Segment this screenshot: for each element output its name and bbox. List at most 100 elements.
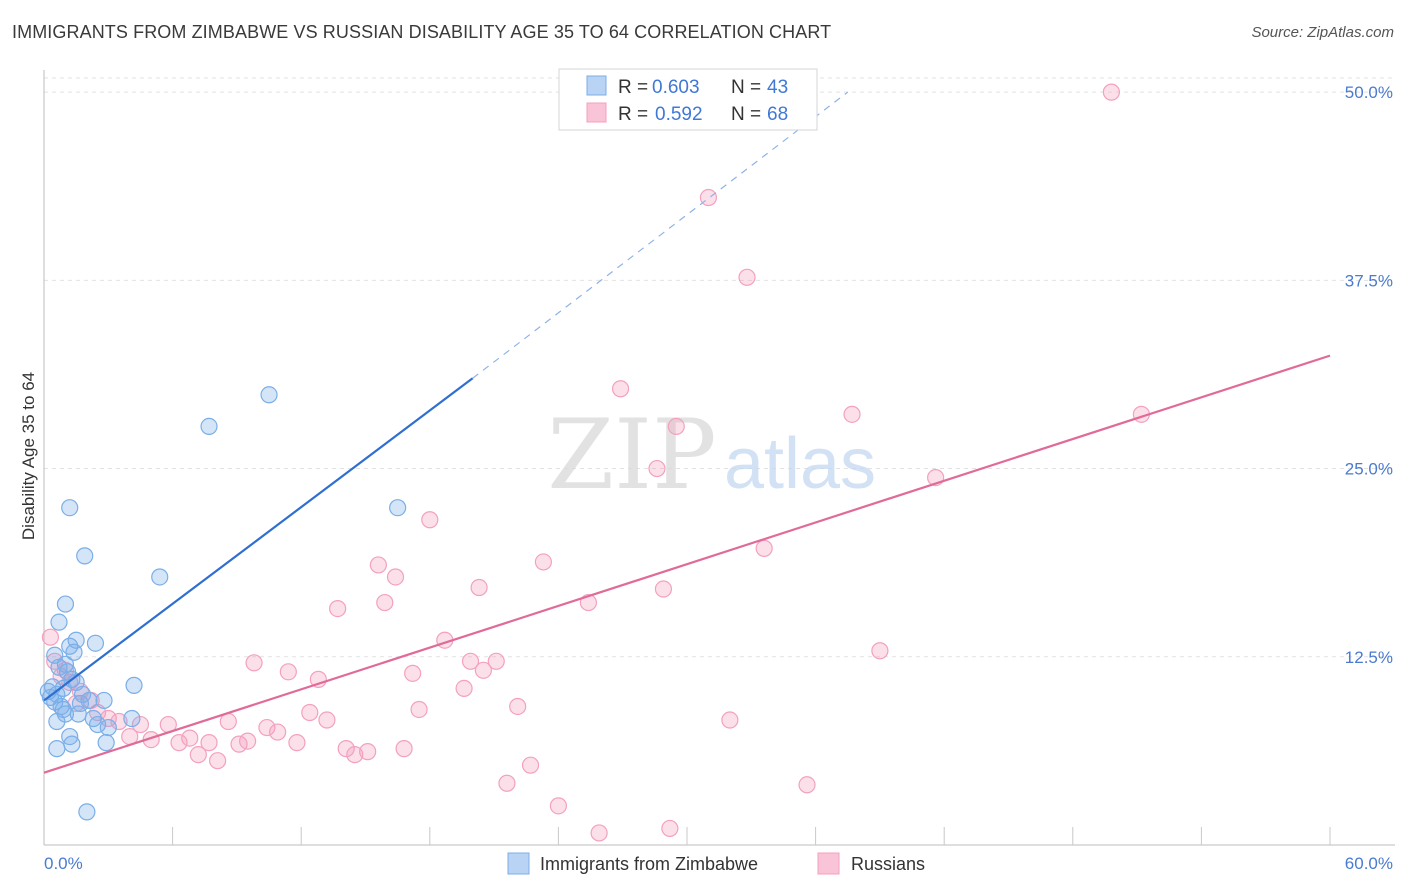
russian-trend-line (43, 354, 1331, 774)
russian-point-39 (404, 664, 422, 682)
russian-point-41 (421, 511, 439, 529)
zimbabwe-point-40 (389, 499, 407, 517)
legend-n-value-russians: 68 (767, 104, 788, 125)
russian-point-34 (359, 743, 377, 761)
legend-top: R = 0.603 N = 43 R = 0.592 N = 68 (558, 68, 818, 131)
russian-point-61 (721, 711, 739, 729)
zimbabwe-point-22 (69, 705, 87, 723)
russian-point-57 (654, 580, 673, 598)
legend-n-label-zimbabwe: N = (731, 77, 761, 98)
zimbabwe-point-28 (95, 691, 113, 710)
zimbabwe-point-36 (125, 676, 143, 694)
russian-point-51 (534, 553, 552, 571)
russian-point-56 (648, 459, 666, 478)
watermark-zip: ZIP (547, 399, 716, 511)
zimbabwe-point-20 (48, 740, 66, 758)
legend-r-label-russians: R = (618, 104, 648, 125)
russian-point-24 (258, 718, 276, 737)
zimbabwe-point-37 (151, 568, 169, 586)
russian-point-59 (667, 417, 685, 435)
zimbabwe-point-38 (200, 417, 218, 435)
russian-point-38 (395, 740, 413, 758)
russian-point-22 (239, 732, 257, 750)
russian-point-23 (245, 654, 263, 672)
grid-lines (44, 77, 1395, 658)
zimbabwe-trend-line (43, 377, 474, 702)
legend-bottom: Immigrants from Zimbabwe Russians (507, 852, 925, 875)
russian-point-30 (318, 711, 336, 729)
russian-point-65 (843, 405, 861, 423)
legend-swatch-russians (586, 102, 607, 123)
russian-point-64 (798, 776, 816, 794)
russian-point-47 (487, 652, 505, 670)
russian-point-28 (301, 703, 319, 722)
zimbabwe-point-14 (46, 646, 64, 664)
zimbabwe-point-42 (123, 709, 141, 728)
bottom-swatch-russians (817, 852, 840, 875)
zimbabwe-point-30 (50, 613, 68, 631)
russian-point-15 (170, 734, 188, 752)
russian-point-40 (410, 700, 428, 719)
zimbabwe-point-39 (260, 386, 278, 404)
russian-point-63 (755, 539, 773, 557)
zimbabwe-point-32 (61, 499, 79, 517)
y-tick-label-1: 25.0% (1345, 460, 1393, 479)
bottom-legend-zimbabwe: Immigrants from Zimbabwe (540, 854, 758, 874)
x-tick-label-max: 60.0% (1345, 854, 1393, 873)
y-tick-label-2: 37.5% (1345, 271, 1393, 290)
russian-point-45 (470, 578, 488, 597)
russian-point-26 (279, 663, 297, 681)
russian-point-18 (200, 734, 218, 752)
russian-point-68 (1102, 83, 1120, 101)
russian-point-27 (288, 734, 306, 752)
zimbabwe-point-34 (67, 631, 85, 649)
russian-point-17 (189, 746, 207, 764)
chart-title: IMMIGRANTS FROM ZIMBABWE VS RUSSIAN DISA… (12, 22, 832, 42)
legend-n-label-russians: N = (731, 104, 761, 125)
russian-point-58 (661, 819, 679, 838)
legend-n-value-zimbabwe: 43 (767, 77, 788, 98)
russian-point-55 (611, 380, 630, 398)
russian-point-19 (209, 752, 227, 770)
zimbabwe-point-26 (88, 715, 107, 734)
watermark-atlas: atlas (724, 424, 876, 504)
russian-point-48 (498, 774, 516, 792)
axes (43, 70, 1395, 846)
russian-point-31 (329, 599, 347, 618)
russian-point-50 (521, 756, 540, 774)
source-credit: Source: ZipAtlas.com (1251, 24, 1394, 41)
russian-point-0 (41, 628, 60, 646)
zimbabwe-point-33 (76, 547, 94, 565)
russian-point-12 (131, 715, 150, 734)
zimbabwe-point-29 (99, 718, 117, 737)
russian-point-36 (376, 593, 394, 612)
zimbabwe-trend-extension (472, 91, 849, 379)
russian-point-37 (386, 568, 405, 586)
russian-point-10 (110, 712, 128, 731)
russian-point-46 (474, 661, 492, 679)
russian-point-62 (738, 268, 756, 286)
watermark: ZIP atlas (547, 399, 876, 511)
legend-r-value-zimbabwe: 0.603 (652, 77, 700, 98)
russian-point-16 (181, 729, 199, 747)
russian-point-25 (269, 723, 287, 741)
y-axis-label: Disability Age 35 to 64 (19, 372, 38, 540)
russian-point-54 (590, 824, 608, 842)
russian-point-35 (369, 556, 387, 574)
zimbabwe-point-27 (97, 734, 115, 752)
zimbabwe-point-23 (73, 685, 92, 704)
tick-labels: 12.5% 25.0% 37.5% 50.0% 0.0% 60.0% (44, 83, 1393, 873)
russian-point-32 (337, 740, 355, 758)
zimbabwe-point-17 (56, 705, 75, 723)
x-tick-label-min: 0.0% (44, 854, 83, 873)
russian-point-43 (455, 679, 473, 698)
russian-point-49 (509, 697, 527, 716)
trend-lines (43, 91, 1331, 774)
zimbabwe-point-35 (86, 634, 105, 652)
russian-point-44 (461, 652, 480, 670)
legend-r-value-russians: 0.592 (655, 104, 703, 125)
data-points (39, 83, 1150, 842)
bottom-swatch-zimbabwe (507, 852, 530, 875)
zimbabwe-point-19 (63, 735, 81, 753)
bottom-legend-russians: Russians (851, 854, 925, 874)
